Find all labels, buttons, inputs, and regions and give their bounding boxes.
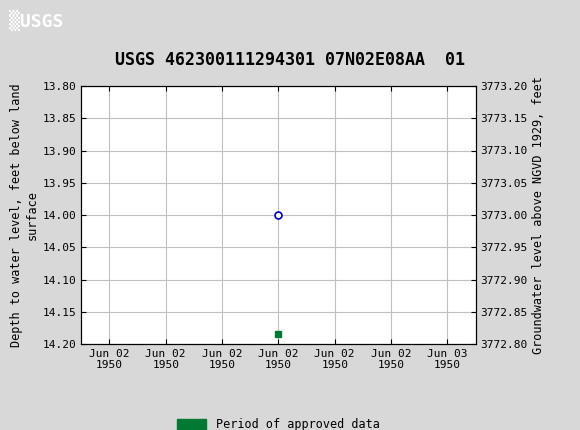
Legend: Period of approved data: Period of approved data xyxy=(172,414,385,430)
Text: USGS 462300111294301 07N02E08AA  01: USGS 462300111294301 07N02E08AA 01 xyxy=(115,51,465,69)
Y-axis label: Depth to water level, feet below land
surface: Depth to water level, feet below land su… xyxy=(10,83,38,347)
Y-axis label: Groundwater level above NGVD 1929, feet: Groundwater level above NGVD 1929, feet xyxy=(532,76,545,354)
Text: ▒USGS: ▒USGS xyxy=(9,10,63,31)
